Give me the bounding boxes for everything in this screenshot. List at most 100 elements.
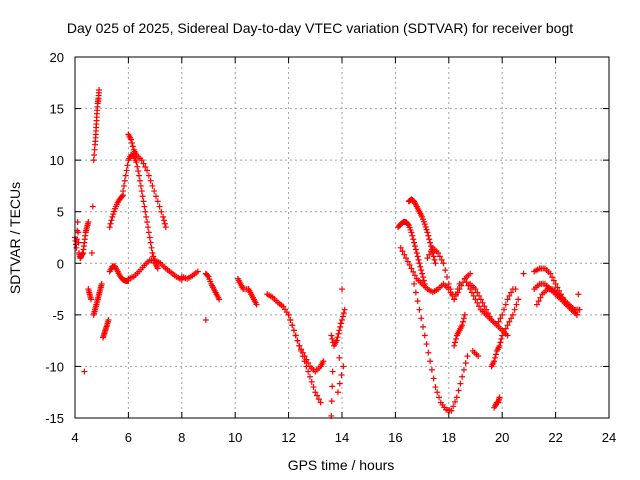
- data-point: [436, 253, 443, 260]
- y-tick-label: -5: [52, 308, 64, 323]
- data-point: [410, 236, 417, 243]
- data-point: [337, 320, 344, 327]
- data-point: [339, 313, 346, 320]
- data-point: [85, 219, 92, 226]
- x-tick-label: 14: [335, 430, 349, 445]
- x-tick-label: 10: [228, 430, 242, 445]
- data-point: [575, 291, 582, 298]
- data-point: [448, 407, 455, 414]
- data-point: [462, 359, 469, 366]
- data-point: [399, 248, 406, 255]
- data-point: [317, 399, 324, 406]
- series-dot-19.1: [469, 347, 482, 360]
- data-point: [576, 306, 583, 313]
- data-point: [476, 292, 483, 299]
- data-point: [202, 317, 209, 324]
- data-point: [425, 232, 432, 239]
- data-point: [496, 342, 503, 349]
- data-point: [479, 299, 486, 306]
- data-point: [424, 229, 431, 236]
- data-point: [338, 372, 345, 379]
- data-point: [141, 203, 148, 210]
- data-point: [305, 359, 312, 366]
- data-point: [520, 270, 527, 277]
- data-point: [499, 311, 506, 318]
- y-tick-label: 5: [57, 205, 64, 220]
- data-point: [499, 332, 506, 339]
- data-point: [533, 301, 540, 308]
- data-point: [145, 172, 152, 179]
- data-point: [90, 157, 97, 164]
- data-point: [442, 267, 449, 274]
- data-point: [336, 380, 343, 387]
- data-point: [476, 303, 483, 310]
- data-point: [502, 301, 509, 308]
- y-tick-label: 20: [50, 50, 64, 65]
- data-point: [285, 311, 292, 318]
- data-point: [467, 286, 474, 293]
- data-point: [144, 224, 151, 231]
- series-tail-22b: [533, 286, 583, 313]
- data-point: [457, 380, 464, 387]
- data-point: [160, 213, 167, 220]
- data-point: [328, 398, 335, 405]
- series-dot-22.9: [575, 291, 582, 298]
- data-point: [423, 341, 430, 348]
- series-peak-b: [125, 131, 169, 231]
- data-point: [434, 389, 441, 396]
- data-point: [481, 303, 488, 310]
- data-point: [452, 398, 459, 405]
- data-point: [105, 317, 112, 324]
- data-point: [145, 229, 152, 236]
- data-point: [472, 296, 479, 303]
- data-point: [306, 373, 313, 380]
- data-point: [430, 253, 437, 260]
- data-point: [454, 286, 461, 293]
- data-point: [419, 274, 426, 281]
- data-point: [410, 268, 417, 275]
- data-point: [253, 301, 260, 308]
- data-point: [81, 368, 88, 375]
- data-point: [506, 318, 513, 325]
- data-point: [110, 211, 117, 218]
- series-dots-20.7: [512, 270, 527, 293]
- data-point: [292, 332, 299, 339]
- data-point: [417, 263, 424, 270]
- series-valley-17.5: [424, 244, 463, 303]
- x-tick-label: 20: [495, 430, 509, 445]
- data-point: [89, 203, 96, 210]
- data-point: [96, 87, 103, 94]
- series-low-19.8: [491, 394, 503, 411]
- data-point: [414, 253, 421, 260]
- data-point: [483, 306, 490, 313]
- data-point: [497, 315, 504, 322]
- data-point: [435, 249, 442, 256]
- data-point: [450, 403, 457, 410]
- tick-labels-layer: 4 6 8 10 12 14 16 18 20 22 24 20 15 10 5 0 -5 -10 -15: [45, 50, 616, 445]
- series-low-5.1: [100, 317, 112, 341]
- series-early-low: [81, 368, 88, 375]
- data-point: [336, 327, 343, 334]
- y-tick-label: 15: [50, 102, 64, 117]
- data-point: [320, 358, 327, 365]
- series-hump-16.5: [395, 219, 428, 287]
- data-point: [138, 188, 145, 195]
- data-point: [133, 159, 140, 166]
- series-rise-5.3: [106, 192, 127, 231]
- y-tick-label: 0: [57, 256, 64, 271]
- grid-layer: [74, 56, 610, 419]
- data-point: [329, 368, 336, 375]
- data-point: [447, 286, 454, 293]
- data-point: [428, 248, 434, 255]
- data-point: [120, 188, 127, 195]
- data-point: [432, 260, 439, 267]
- data-point: [535, 298, 542, 305]
- y-axis-label: SDTVAR / TECUs: [7, 182, 23, 294]
- data-point: [498, 335, 505, 342]
- x-tick-label: 12: [281, 430, 295, 445]
- data-point: [427, 358, 434, 365]
- data-point: [329, 383, 336, 390]
- data-point: [552, 280, 559, 287]
- data-point: [135, 168, 142, 175]
